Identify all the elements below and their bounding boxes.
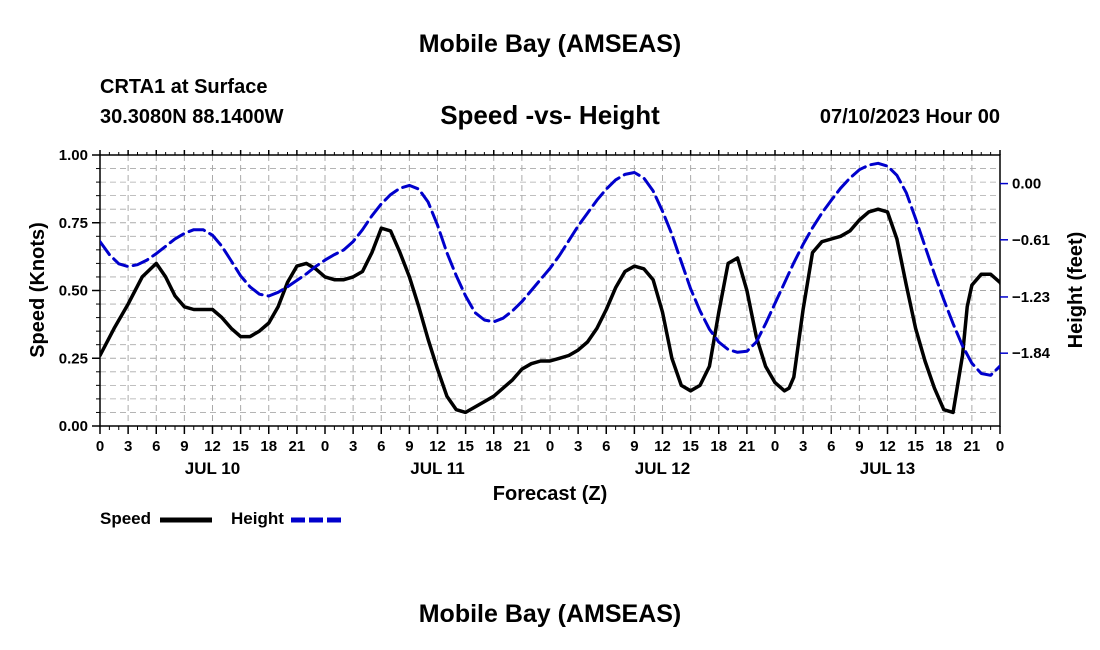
x-tick-label: 12 <box>879 438 896 455</box>
x-tick-label: 0 <box>546 438 554 455</box>
station-label: CRTA1 at Surface <box>100 76 268 98</box>
x-tick-label: 3 <box>799 438 807 455</box>
y2-tick-label: −1.23 <box>1012 289 1050 306</box>
x-tick-label: 18 <box>710 438 727 455</box>
x-tick-labels: 0 3 6 9 12 15 18 21 0 3 6 9 12 15 18 21 0 3 6 9 12 15 18 21 0 3 6 9… <box>96 438 1004 455</box>
y-tick-label: 1.00 <box>59 147 88 164</box>
x-tick-label: 21 <box>964 438 981 455</box>
station-coordinates: 30.3080N 88.1400W <box>100 106 284 128</box>
speed-height-chart: 0 3 6 9 12 15 18 21 0 3 6 9 12 15 18 21 0 3 6 9 12 15 18 21 0 3 6 9… <box>27 147 1087 523</box>
y2-tick-label: −0.61 <box>1012 232 1050 249</box>
y2-axis-label: Height (feet) <box>1065 232 1087 349</box>
day-label: JUL 11 <box>410 459 465 478</box>
grid <box>100 155 1000 426</box>
y2-tick-label: −1.84 <box>1012 345 1051 362</box>
x-tick-label: 15 <box>682 438 699 455</box>
x-tick-label: 18 <box>260 438 277 455</box>
x-tick-label: 0 <box>771 438 779 455</box>
y-axis-label: Speed (Knots) <box>27 222 49 358</box>
chart-subtitle: Speed -vs- Height <box>440 100 660 130</box>
x-tick-label: 15 <box>907 438 924 455</box>
x-tick-label: 9 <box>180 438 188 455</box>
day-label: JUL 13 <box>860 459 915 478</box>
x-tick-label: 6 <box>602 438 610 455</box>
day-label: JUL 12 <box>635 459 690 478</box>
x-tick-label: 15 <box>457 438 474 455</box>
x-tick-label: 0 <box>996 438 1004 455</box>
legend-height-label: Height <box>231 509 284 528</box>
y-tick-labels: 0.00 0.25 0.50 0.75 1.00 <box>59 147 88 435</box>
x-tick-label: 21 <box>514 438 531 455</box>
x-tick-label: 9 <box>630 438 638 455</box>
x-tick-label: 3 <box>124 438 132 455</box>
day-label: JUL 10 <box>185 459 240 478</box>
x-tick-label: 3 <box>349 438 357 455</box>
legend-speed-label: Speed <box>100 509 152 528</box>
x-tick-label: 0 <box>96 438 104 455</box>
series-layer <box>100 161 1000 415</box>
x-tick-label: 6 <box>152 438 160 455</box>
y-tick-label: 0.25 <box>59 350 88 367</box>
speed-series-line <box>100 207 1000 415</box>
x-tick-label: 18 <box>935 438 952 455</box>
x-tick-label: 21 <box>739 438 756 455</box>
x-tick-label: 6 <box>827 438 835 455</box>
x-tick-label: 12 <box>204 438 221 455</box>
day-labels: JUL 10 JUL 11 JUL 12 JUL 13 <box>185 459 915 478</box>
x-tick-label: 21 <box>289 438 306 455</box>
y-tick-label: 0.75 <box>59 215 88 232</box>
y-tick-label: 0.50 <box>59 283 88 300</box>
x-tick-label: 3 <box>574 438 582 455</box>
x-tick-label: 9 <box>855 438 863 455</box>
second-chart-title: Mobile Bay (AMSEAS) <box>418 600 682 628</box>
y-tick-label: 0.00 <box>59 418 88 435</box>
x-axis-label: Forecast (Z) <box>493 483 607 505</box>
y2-tick-label: 0.00 <box>1012 176 1041 193</box>
x-tick-label: 12 <box>429 438 446 455</box>
x-tick-label: 9 <box>405 438 413 455</box>
x-tick-label: 6 <box>377 438 385 455</box>
x-tick-label: 0 <box>321 438 329 455</box>
x-tick-label: 15 <box>232 438 249 455</box>
x-tick-label: 12 <box>654 438 671 455</box>
chart-main-title: Mobile Bay (AMSEAS) <box>418 30 682 58</box>
x-tick-label: 18 <box>485 438 502 455</box>
forecast-date: 07/10/2023 Hour 00 <box>819 106 1000 128</box>
axis-ticks <box>92 150 1008 434</box>
height-series-line <box>100 161 1000 377</box>
y2-tick-labels: 0.00 −0.61 −1.23 −1.84 <box>1012 176 1051 363</box>
